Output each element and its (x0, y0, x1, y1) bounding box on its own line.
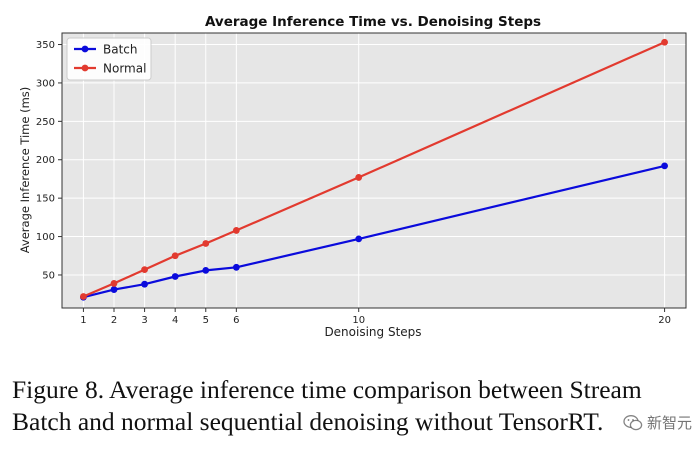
y-tick-label: 200 (36, 155, 55, 166)
y-tick-label: 150 (36, 194, 55, 205)
data-point-batch (232, 263, 240, 271)
x-tick-label: 2 (111, 315, 117, 326)
series-line-batch (83, 164, 665, 299)
data-point-batch (202, 266, 210, 274)
series-layer (80, 38, 668, 301)
x-tick-label: 3 (141, 315, 147, 326)
data-point-normal (110, 280, 118, 287)
x-axis-label: Denoising Steps (324, 325, 421, 339)
y-axis-label: Average Inference Time (ms) (18, 87, 32, 254)
data-point-normal (171, 252, 179, 260)
legend-label-normal: Normal (103, 62, 146, 76)
wechat-icon (623, 414, 643, 430)
x-tick-label: 20 (658, 315, 671, 326)
x-tick-label: 5 (203, 315, 209, 326)
figure-caption: Figure 8. Average inference time compari… (12, 374, 700, 438)
line-chart: 1 2 3 4 5 6 10 20 50 100 150 200 250 300 350 Average I… (18, 14, 687, 339)
axes: 1 2 3 4 5 6 10 20 50 100 150 200 250 300 350 (36, 32, 687, 326)
legend-marker-batch (81, 45, 89, 53)
x-tick-label: 6 (233, 315, 239, 326)
data-point-batch (110, 286, 118, 293)
data-point-batch (141, 280, 148, 288)
axes-frame (61, 32, 687, 309)
watermark-text: 新智元 (646, 414, 692, 432)
series-line-normal (82, 41, 666, 298)
data-point-normal (141, 266, 148, 273)
y-tick-label: 300 (36, 78, 55, 89)
caption-line-1: Figure 8. Average inference time compari… (12, 375, 642, 404)
y-tick-label: 250 (36, 117, 55, 128)
legend-marker-normal (81, 64, 89, 72)
data-point-normal (661, 38, 668, 46)
data-point-normal (202, 240, 210, 247)
x-tick-label: 4 (172, 315, 178, 326)
legend: Batch Normal (66, 37, 152, 81)
data-point-normal (355, 174, 363, 181)
y-tick-label: 50 (42, 270, 55, 281)
y-tick-label: 350 (36, 40, 55, 51)
watermark: 新智元 (623, 412, 692, 433)
data-point-batch (171, 273, 179, 280)
chart-title: Average Inference Time vs. Denoising Ste… (205, 14, 541, 30)
x-tick-label: 10 (352, 315, 365, 326)
data-point-normal (80, 293, 87, 300)
data-point-batch (661, 162, 668, 170)
x-tick-label: 1 (80, 315, 86, 326)
y-tick-label: 100 (36, 232, 55, 243)
data-point-normal (232, 227, 240, 234)
data-point-batch (355, 235, 363, 243)
series-normal (80, 38, 668, 300)
legend-label-batch: Batch (103, 43, 138, 57)
caption-line-2: Batch and normal sequential denoising wi… (12, 407, 604, 436)
